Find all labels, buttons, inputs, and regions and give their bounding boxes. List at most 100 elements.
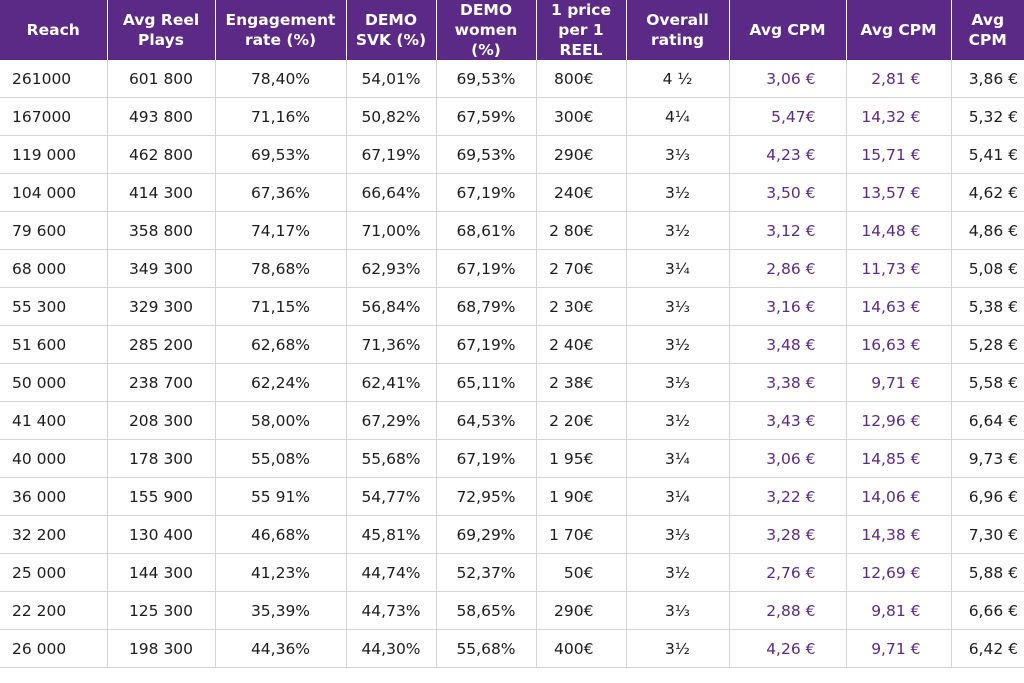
cell-overall-rating: 3⅓ [626,515,730,554]
cell-avg-cpm-3: 3,86 € [951,60,1024,98]
header-line: Overall [646,11,709,29]
cell-price-per-reel: 2 40€ [536,325,627,364]
cell-avg-cpm-2: 9,71 € [846,629,952,668]
cell-overall-rating: 3¼ [626,439,730,478]
cell-engagement-rate: 58,00% [215,401,347,440]
cell-avg-cpm-3: 5,38 € [951,287,1024,326]
cell-engagement-rate: 46,68% [215,515,347,554]
cell-avg-cpm-1: 2,86 € [729,249,847,288]
cell-price-per-reel: 2 70€ [536,249,627,288]
cell-avg-cpm-1: 4,23 € [729,135,847,174]
cell-engagement-rate: 71,16% [215,97,347,136]
cell-engagement-rate: 74,17% [215,211,347,250]
cell-avg-cpm-1: 3,28 € [729,515,847,554]
cell-overall-rating: 3⅓ [626,287,730,326]
table-row: 55 300 329 300 71,15% 56,84% 68,79% 2 30€ 3⅓ 3,… [0,287,1024,326]
cell-avg-cpm-1: 2,76 € [729,553,847,592]
cell-engagement-rate: 55 91% [215,477,347,516]
cell-avg-cpm-3: 5,32 € [951,97,1024,136]
cell-reach: 68 000 [0,249,108,288]
cell-demo-women: 58,65% [436,591,537,630]
cell-reach: 32 200 [0,515,108,554]
cell-avg-reel-plays: 462 800 [107,135,216,174]
cell-demo-women: 72,95% [436,477,537,516]
table-row: 41 400 208 300 58,00% 67,29% 64,53% 2 20€ 3½ 3,… [0,401,1024,440]
cell-engagement-rate: 78,68% [215,249,347,288]
cell-engagement-rate: 69,53% [215,135,347,174]
cell-avg-cpm-3: 5,41 € [951,135,1024,174]
header-line: per 1 REEL [558,21,604,59]
cell-avg-cpm-2: 14,85 € [846,439,952,478]
cell-demo-women: 67,19% [436,439,537,478]
header-line: women (%) [454,21,518,59]
header-line: SVK (%) [355,31,427,49]
cell-avg-cpm-3: 5,28 € [951,325,1024,364]
cell-demo-svk: 55,68% [346,439,437,478]
cell-price-per-reel: 290€ [536,135,627,174]
column-header-demo-women: DEMO women (%) [436,0,537,60]
cell-reach: 51 600 [0,325,108,364]
cell-demo-svk: 67,19% [346,135,437,174]
cell-avg-cpm-2: 2,81 € [846,60,952,98]
cell-price-per-reel: 2 38€ [536,363,627,402]
cell-avg-reel-plays: 349 300 [107,249,216,288]
cell-avg-cpm-1: 3,16 € [729,287,847,326]
header-line: rating [651,31,704,49]
cell-avg-cpm-2: 12,69 € [846,553,952,592]
cell-avg-cpm-3: 6,96 € [951,477,1024,516]
cell-engagement-rate: 44,36% [215,629,347,668]
cell-reach: 167000 [0,97,108,136]
column-header-avg-cpm-1: Avg CPM [729,0,847,60]
cell-demo-women: 65,11% [436,363,537,402]
cell-demo-women: 68,61% [436,211,537,250]
cell-avg-cpm-1: 5,47€ [729,97,847,136]
cell-avg-cpm-2: 13,57 € [846,173,952,212]
cell-price-per-reel: 2 20€ [536,401,627,440]
cell-overall-rating: 4 ½ [626,60,730,98]
cell-demo-women: 67,19% [436,173,537,212]
cell-avg-cpm-2: 16,63 € [846,325,952,364]
cell-avg-reel-plays: 130 400 [107,515,216,554]
header-line: DEMO [364,11,418,29]
cell-avg-reel-plays: 144 300 [107,553,216,592]
cell-avg-cpm-3: 4,86 € [951,211,1024,250]
cell-demo-svk: 45,81% [346,515,437,554]
cell-avg-cpm-1: 3,06 € [729,439,847,478]
cell-demo-svk: 62,93% [346,249,437,288]
cell-demo-women: 69,53% [436,60,537,98]
cell-demo-svk: 71,36% [346,325,437,364]
table-row: 50 000 238 700 62,24% 62,41% 65,11% 2 38€ 3⅓ 3,… [0,363,1024,402]
header-line: Avg [971,11,1005,29]
cell-price-per-reel: 240€ [536,173,627,212]
cell-avg-cpm-2: 14,06 € [846,477,952,516]
cell-avg-cpm-1: 3,06 € [729,60,847,98]
table-row: 26 000 198 300 44,36% 44,30% 55,68% 400€ 3½ 4,2… [0,629,1024,668]
cell-engagement-rate: 62,24% [215,363,347,402]
cell-demo-women: 64,53% [436,401,537,440]
cell-engagement-rate: 62,68% [215,325,347,364]
column-header-engagement-rate: Engagement rate (%) [215,0,347,60]
cell-avg-cpm-3: 6,64 € [951,401,1024,440]
table-row: 68 000 349 300 78,68% 62,93% 67,19% 2 70€ 3¼ 2,… [0,249,1024,288]
cell-avg-cpm-2: 14,48 € [846,211,952,250]
cell-engagement-rate: 35,39% [215,591,347,630]
column-header-avg-cpm-2: Avg CPM [846,0,952,60]
cell-demo-women: 55,68% [436,629,537,668]
cell-price-per-reel: 2 30€ [536,287,627,326]
table-row: 51 600 285 200 62,68% 71,36% 67,19% 2 40€ 3½ 3,… [0,325,1024,364]
cell-demo-svk: 54,01% [346,60,437,98]
cell-engagement-rate: 71,15% [215,287,347,326]
cell-overall-rating: 3½ [626,325,730,364]
header-line: CPM [968,31,1007,49]
cell-overall-rating: 3⅓ [626,135,730,174]
cell-overall-rating: 3¼ [626,249,730,288]
cell-avg-cpm-3: 4,62 € [951,173,1024,212]
cell-overall-rating: 4¼ [626,97,730,136]
cell-avg-reel-plays: 238 700 [107,363,216,402]
cell-demo-women: 69,29% [436,515,537,554]
cell-avg-reel-plays: 285 200 [107,325,216,364]
cell-engagement-rate: 67,36% [215,173,347,212]
cell-avg-reel-plays: 208 300 [107,401,216,440]
cell-avg-cpm-1: 3,48 € [729,325,847,364]
